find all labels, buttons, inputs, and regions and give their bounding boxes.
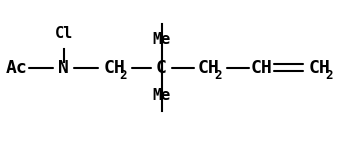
Text: C: C [156,59,167,77]
Text: 2: 2 [120,69,127,82]
Text: CH: CH [250,59,272,77]
Text: Me: Me [152,32,171,47]
Text: N: N [58,59,69,77]
Text: Me: Me [152,88,171,103]
Text: 2: 2 [325,69,332,82]
Text: Cl: Cl [54,26,73,41]
Text: Ac: Ac [5,59,27,77]
Text: CH: CH [103,59,125,77]
Text: 2: 2 [214,69,221,82]
Text: CH: CH [309,59,330,77]
Text: CH: CH [198,59,220,77]
